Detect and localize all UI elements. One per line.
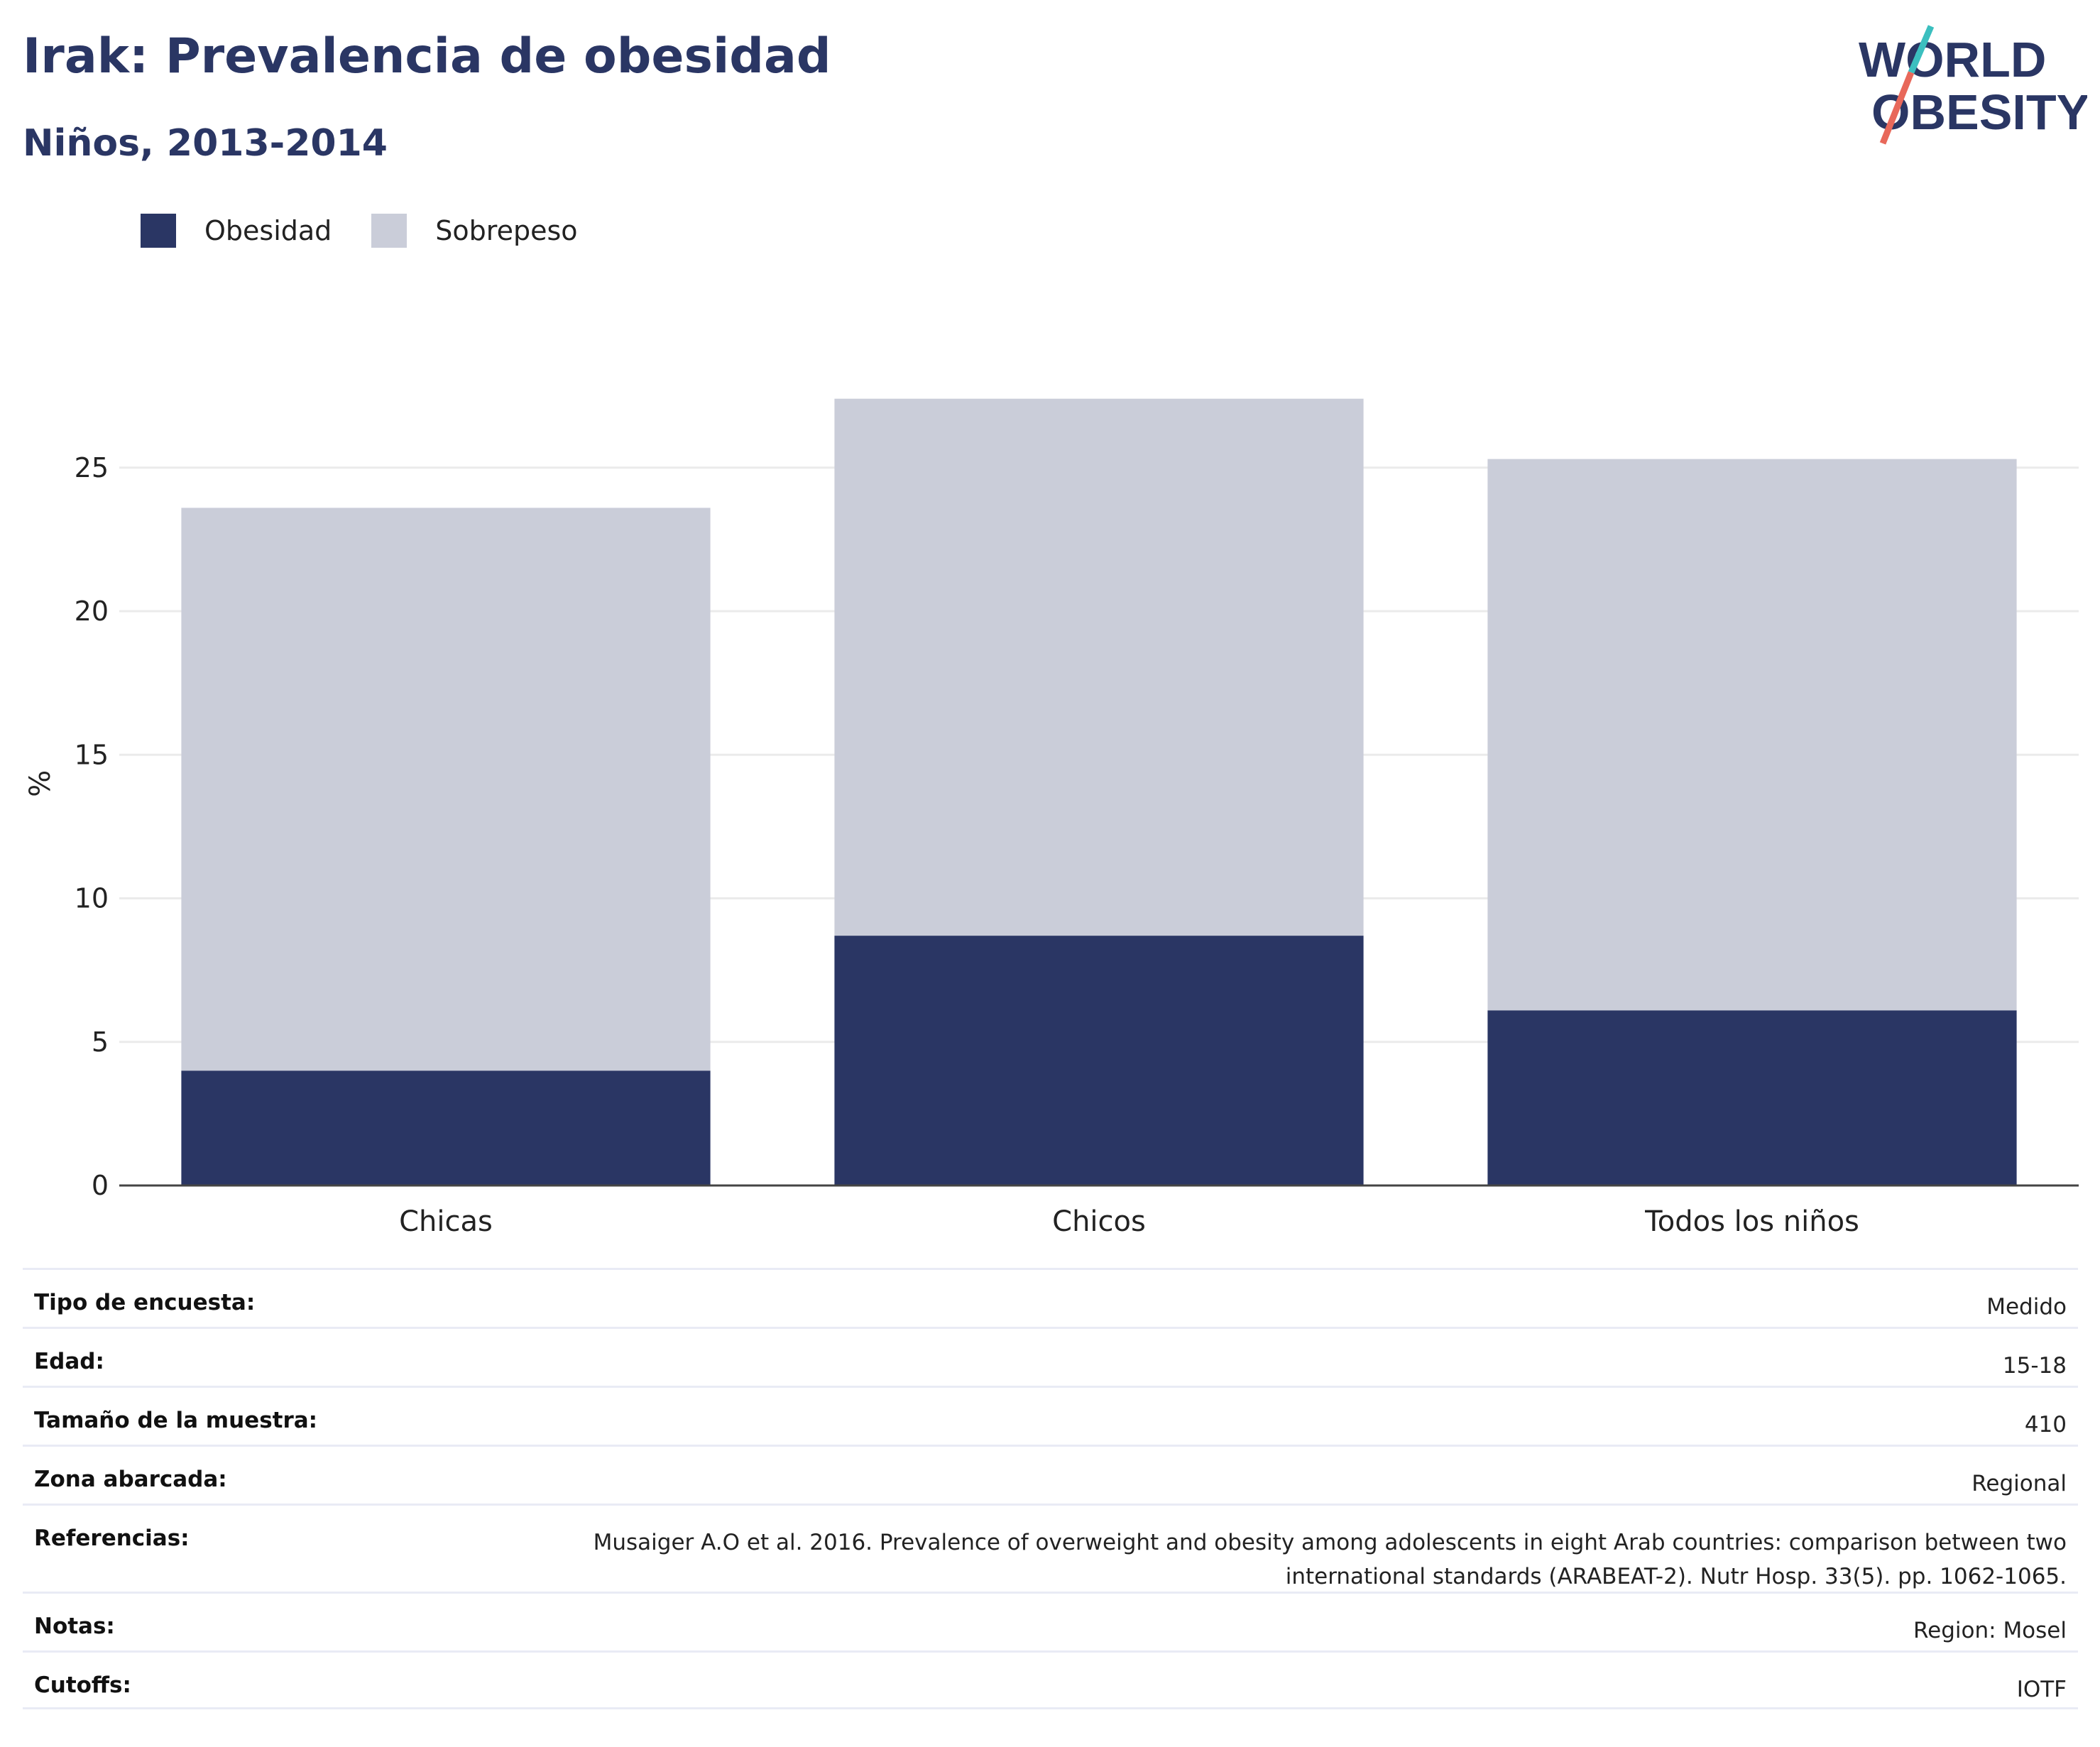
world-obesity-logo: WORLD OBESITY	[1859, 25, 2087, 145]
chart-legend: Obesidad Sobrepeso	[141, 213, 618, 248]
bar-overweight	[834, 398, 1364, 936]
metadata-key: Cutoffs:	[34, 1672, 131, 1698]
legend-item-overweight[interactable]: Sobrepeso	[371, 214, 578, 248]
logo-line-2: OBESITY	[1871, 84, 2087, 140]
bar-obesity	[834, 936, 1364, 1185]
metadata-key: Tamaño de la muestra:	[34, 1408, 318, 1433]
metadata-key: Edad:	[34, 1349, 104, 1374]
survey-metadata-table: Tipo de encuesta: Medido Edad: 15-18 Tamaño …	[23, 1268, 2078, 1709]
page-subtitle: Niños, 2013-2014	[23, 122, 388, 165]
x-tick-label: Chicas	[399, 1205, 493, 1238]
page-title: Irak: Prevalencia de obesidad	[23, 28, 831, 84]
x-tick-label: Todos los niños	[1644, 1205, 1859, 1238]
legend-label-overweight: Sobrepeso	[435, 215, 578, 246]
metadata-value: Musaiger A.O et al. 2016. Prevalence of …	[593, 1530, 2067, 1589]
metadata-key: Tipo de encuesta:	[34, 1290, 256, 1315]
x-tick-label: Chicos	[1052, 1205, 1146, 1238]
bar-overweight	[181, 508, 711, 1071]
metadata-row: Cutoffs: IOTF	[23, 1650, 2078, 1709]
metadata-row: Tipo de encuesta: Medido	[23, 1268, 2078, 1327]
metadata-row: Referencias: Musaiger A.O et al. 2016. Pr…	[23, 1504, 2078, 1592]
metadata-value: Regional	[1972, 1471, 2067, 1496]
y-tick-label: 15	[75, 739, 109, 770]
legend-swatch-overweight	[371, 214, 408, 248]
legend-swatch-obesity	[141, 214, 176, 248]
metadata-value: 410	[2024, 1412, 2067, 1437]
metadata-row: Zona abarcada: Regional	[23, 1445, 2078, 1504]
legend-item-obesity[interactable]: Obesidad	[141, 214, 332, 248]
metadata-row: Edad: 15-18	[23, 1327, 2078, 1386]
y-tick-label: 0	[92, 1170, 109, 1201]
logo-line-1: WORLD	[1859, 32, 2046, 87]
y-tick-label: 10	[75, 883, 109, 914]
y-axis-label: %	[24, 770, 57, 797]
metadata-value: 15-18	[2002, 1353, 2067, 1379]
logo-slash-top	[1908, 25, 1935, 74]
metadata-value: Medido	[1986, 1294, 2067, 1320]
legend-label-obesity: Obesidad	[204, 215, 332, 246]
metadata-key: Notas:	[34, 1614, 115, 1639]
metadata-key: Zona abarcada:	[34, 1467, 227, 1492]
bar-overweight	[1487, 459, 2017, 1011]
y-tick-label: 20	[75, 596, 109, 627]
y-tick-label: 25	[75, 452, 109, 483]
bar-obesity	[181, 1070, 711, 1185]
metadata-value: IOTF	[2016, 1677, 2067, 1702]
metadata-row: Notas: Region: Mosel	[23, 1592, 2078, 1650]
metadata-value: Region: Mosel	[1913, 1618, 2067, 1643]
metadata-row: Tamaño de la muestra: 410	[23, 1386, 2078, 1445]
y-tick-label: 5	[92, 1026, 109, 1058]
metadata-key: Referencias:	[34, 1526, 190, 1551]
logo-slash-bottom	[1879, 71, 1915, 145]
stacked-bar-chart: 0 5 10 15 20 25% Chicas Chicos Todos los niños	[24, 398, 2079, 1238]
bar-obesity	[1487, 1010, 2017, 1185]
